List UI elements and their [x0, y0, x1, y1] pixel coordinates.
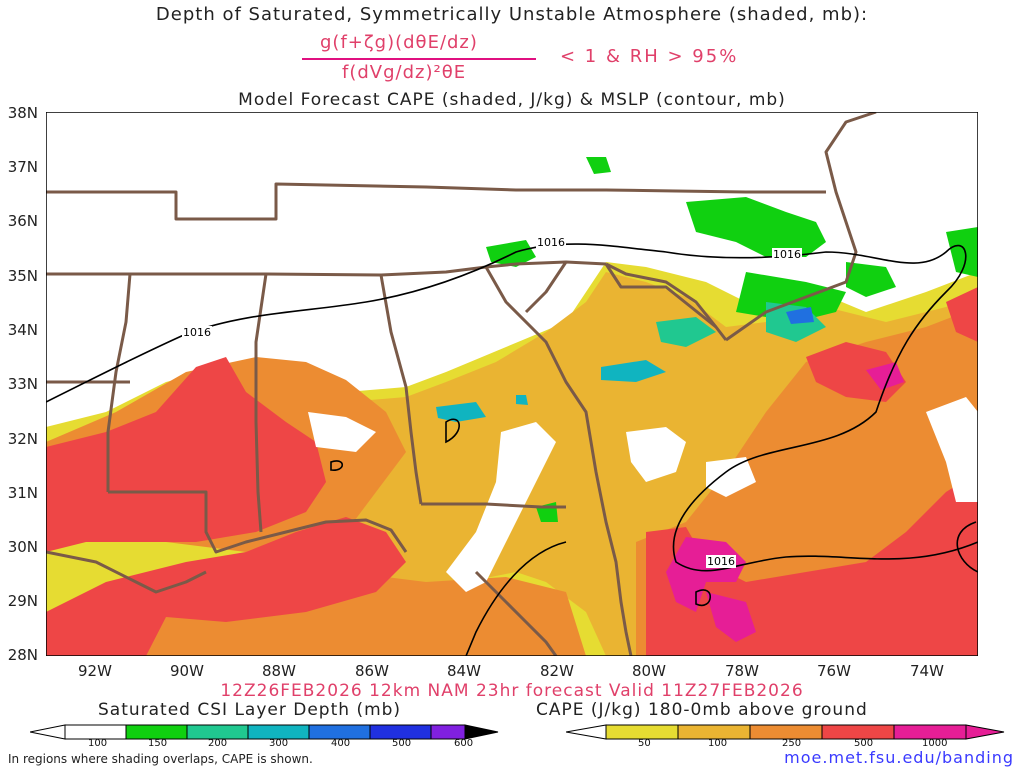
lon-label: 82W: [540, 662, 574, 680]
cape-colorbar: [566, 724, 1005, 740]
csi-tick: 500: [392, 738, 412, 749]
lat-label: 36N: [7, 212, 38, 230]
csi-tick: 300: [269, 738, 289, 749]
forecast-map: [46, 112, 978, 656]
lat-label: 31N: [7, 484, 38, 502]
formula-numerator: g(f+ζg)(dθE/dz): [320, 32, 478, 53]
lat-label: 30N: [7, 538, 38, 556]
isobars: [46, 243, 978, 656]
lat-label: 34N: [7, 321, 38, 339]
valid-time-line: 12Z26FEB2026 12km NAM 23hr forecast Vali…: [220, 681, 804, 701]
lon-label: 92W: [78, 662, 112, 680]
chart-subtitle: Model Forecast CAPE (shaded, J/kg) & MSL…: [238, 90, 786, 110]
csi-tick: 600: [454, 738, 474, 749]
isobar-label: 1016: [536, 236, 566, 249]
overlap-note: In regions where shading overlaps, CAPE …: [8, 752, 313, 766]
csi-colorbar: [30, 724, 499, 740]
lat-label: 28N: [7, 646, 38, 664]
csi-tick: 150: [148, 738, 168, 749]
chart-title: Depth of Saturated, Symmetrically Unstab…: [155, 4, 869, 25]
isobar-label: 1016: [182, 326, 212, 339]
political-borders: [46, 112, 877, 656]
csi-tick: 100: [88, 738, 108, 749]
formula-fraction-bar: [302, 58, 536, 60]
csi-legend-label: Saturated CSI Layer Depth (mb): [98, 700, 402, 720]
formula-condition: < 1 & RH > 95%: [560, 46, 739, 67]
lon-label: 86W: [355, 662, 389, 680]
lat-label: 37N: [7, 158, 38, 176]
formula-denominator: f(dVg/dz)²θE: [342, 62, 467, 83]
cape-legend-label: CAPE (J/kg) 180-0mb above ground: [536, 700, 868, 720]
lon-label: 74W: [910, 662, 944, 680]
lon-label: 76W: [817, 662, 851, 680]
lon-label: 80W: [632, 662, 666, 680]
lon-label: 78W: [725, 662, 759, 680]
lat-label: 35N: [7, 267, 38, 285]
csi-tick: 400: [331, 738, 351, 749]
lat-label: 32N: [7, 430, 38, 448]
cape-tick: 500: [854, 738, 874, 749]
cape-tick: 250: [782, 738, 802, 749]
credit-link[interactable]: moe.met.fsu.edu/banding: [784, 748, 1014, 767]
cape-tick: 100: [708, 738, 728, 749]
lon-label: 88W: [262, 662, 296, 680]
lon-label: 90W: [170, 662, 204, 680]
lat-label: 29N: [7, 592, 38, 610]
cape-tick: 1000: [922, 738, 948, 749]
csi-tick: 200: [208, 738, 228, 749]
lon-label: 84W: [447, 662, 481, 680]
isobar-label: 1016: [706, 555, 736, 568]
cape-tick: 50: [638, 738, 651, 749]
isobar-label: 1016: [772, 248, 802, 261]
lat-label: 38N: [7, 104, 38, 122]
lat-label: 33N: [7, 375, 38, 393]
